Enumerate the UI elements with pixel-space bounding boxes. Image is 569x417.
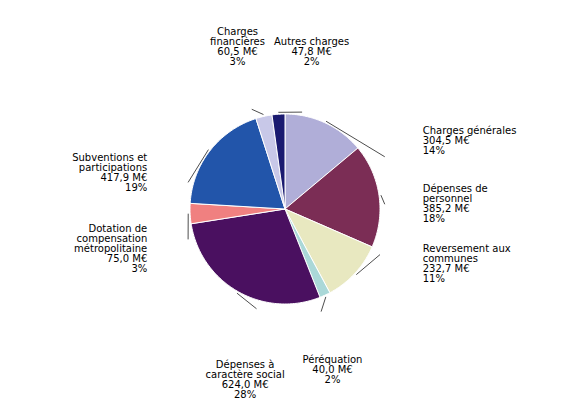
svg-text:Reversement auxcommunes232,7 M: Reversement auxcommunes232,7 M€11% xyxy=(423,243,511,284)
svg-text:Dépenses depersonnel385,2 M€18: Dépenses depersonnel385,2 M€18% xyxy=(423,183,488,224)
svg-text:Dotation decompensationmétropo: Dotation decompensationmétropolitaine75,… xyxy=(74,223,147,274)
svg-text:Péréquation40,0 M€2%: Péréquation40,0 M€2% xyxy=(303,354,363,385)
svg-text:Dépenses àcaractère social624,: Dépenses àcaractère social624,0 M€28% xyxy=(206,359,285,400)
svg-text:Charges générales304,5 M€14%: Charges générales304,5 M€14% xyxy=(423,125,517,156)
svg-text:Chargesfinancières60,5 M€3%: Chargesfinancières60,5 M€3% xyxy=(210,26,265,67)
svg-text:Subventions etparticipations41: Subventions etparticipations417,9 M€19% xyxy=(72,152,147,193)
svg-text:Autres charges47,8 M€2%: Autres charges47,8 M€2% xyxy=(274,36,349,67)
